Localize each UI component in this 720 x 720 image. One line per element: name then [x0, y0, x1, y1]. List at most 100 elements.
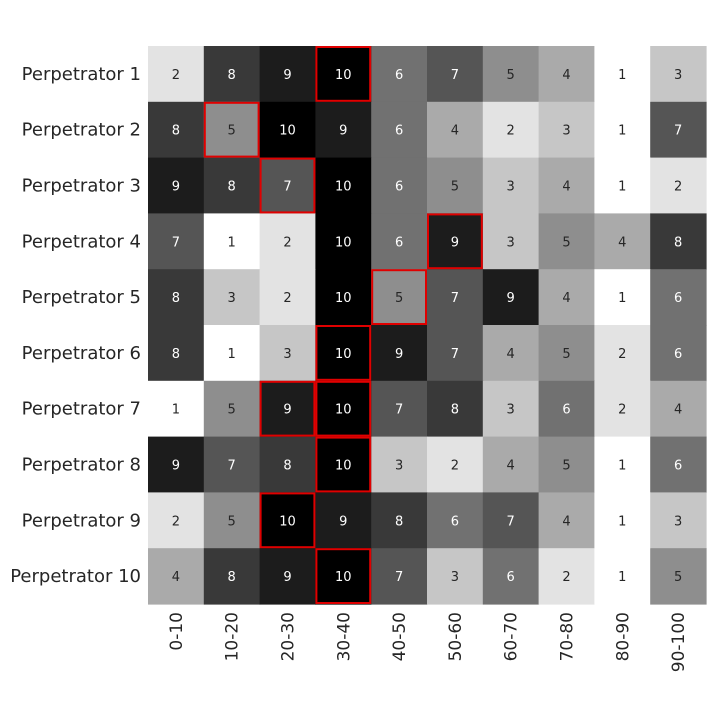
cell-value-label: 1: [172, 403, 180, 418]
cell-value-label: 6: [395, 68, 403, 83]
heatmap-cell: [315, 46, 372, 103]
heatmap-cell: [148, 548, 205, 605]
cell-value-label: 9: [507, 291, 515, 306]
cell-value-label: 4: [172, 570, 180, 585]
cell-value-label: 10: [335, 403, 352, 418]
cell-value-label: 5: [562, 347, 570, 362]
heatmap-cell: [148, 436, 205, 493]
highlight-box: [427, 213, 483, 270]
cell-value-label: 7: [451, 68, 459, 83]
cell-value-label: 2: [283, 235, 291, 250]
x-tick-label: 80-90: [613, 612, 633, 661]
cell-value-label: 9: [339, 124, 347, 139]
highlight-box: [259, 492, 316, 549]
cell-value-label: 8: [172, 291, 180, 306]
cell-value-label: 10: [335, 570, 352, 585]
cell-value-label: 2: [451, 459, 459, 474]
cell-value-label: 10: [335, 235, 352, 250]
heatmap-cell: [538, 269, 595, 326]
heatmap-cell: [315, 101, 372, 159]
heatmap-cell: [427, 213, 484, 270]
cell-value-label: 5: [674, 570, 682, 585]
heatmap-cell: [482, 548, 540, 605]
cell-value-label: 4: [562, 68, 570, 83]
cell-value-label: 2: [172, 514, 180, 529]
heatmap-cell: [594, 436, 651, 493]
heatmap-cell: [427, 380, 484, 438]
heatmap-cell: [482, 157, 540, 214]
cell-value-label: 5: [228, 403, 236, 418]
x-tick-label: 20-30: [279, 612, 299, 661]
heatmap-cell: [594, 46, 651, 103]
heatmap-cell: [259, 380, 316, 438]
cell-value-label: 8: [283, 459, 291, 474]
heatmap-cell: [259, 548, 316, 605]
y-axis-tick-labels: Perpetrator 1 Perpetrator 2 Perpetrator 3 P…: [10, 64, 141, 587]
cell-value-label: 9: [451, 235, 459, 250]
heatmap-cell: [203, 436, 261, 493]
heatmap-cell: [315, 380, 372, 438]
cell-value-label: 10: [335, 180, 352, 195]
cell-value-label: 3: [674, 68, 682, 83]
cell-value-label: 1: [618, 514, 626, 529]
cell-value-label: 4: [562, 180, 570, 195]
heatmap-cell: [371, 380, 428, 438]
cell-value-label: 4: [507, 347, 515, 362]
cell-value-label: 3: [507, 235, 515, 250]
cell-value-label: 9: [283, 68, 291, 83]
heatmap-cell: [427, 46, 484, 103]
heatmap-cell: [427, 548, 484, 605]
cell-value-label: 3: [507, 403, 515, 418]
heatmap-cell: [650, 492, 707, 549]
heatmap-cell: [259, 157, 316, 214]
heatmap-cell: [594, 213, 651, 270]
cell-value-label: 5: [228, 514, 236, 529]
heatmap-cell: [482, 380, 540, 438]
cell-value-label: 2: [674, 180, 682, 195]
cell-value-label: 3: [228, 291, 236, 306]
cell-value-label: 9: [283, 570, 291, 585]
cell-value-label: 1: [618, 180, 626, 195]
highlight-box: [259, 157, 316, 214]
heatmap-cell: [315, 436, 372, 493]
cell-value-label: 5: [395, 291, 403, 306]
cell-value-label: 10: [279, 124, 296, 139]
x-tick-label: 60-70: [502, 612, 522, 661]
heatmap-cell: [650, 213, 707, 270]
cell-value-label: 8: [451, 403, 459, 418]
heatmap-cell: [203, 46, 261, 103]
heatmap-cell: [371, 548, 428, 605]
heatmap-cell: [371, 269, 428, 326]
cell-value-label: 7: [395, 403, 403, 418]
heatmap-cell: [538, 548, 595, 605]
cell-value-label: 6: [451, 514, 459, 529]
heatmap-cell: [650, 548, 707, 605]
heatmap-cell: [259, 213, 316, 270]
heatmap-cell: [650, 101, 707, 159]
heatmap-cell: [203, 157, 261, 214]
heatmap-cell: [650, 436, 707, 493]
cell-value-label: 6: [562, 403, 570, 418]
heatmap-cell: [259, 492, 316, 549]
cell-value-label: 2: [618, 403, 626, 418]
heatmap-cell: [482, 436, 540, 493]
heatmap-cell: [650, 269, 707, 326]
heatmap-cell: [594, 157, 651, 214]
cell-value-label: 3: [451, 570, 459, 585]
y-tick-label: Perpetrator 3: [22, 176, 141, 197]
x-tick-label: 0-10: [167, 612, 187, 651]
heatmap-cell: [203, 492, 261, 549]
y-tick-label: Perpetrator 1: [22, 64, 141, 85]
cell-value-label: 8: [674, 235, 682, 250]
cell-value-label: 4: [562, 291, 570, 306]
heatmap-cell: [482, 325, 540, 382]
y-tick-label: Perpetrator 10: [10, 566, 141, 587]
heatmap-cell: [315, 157, 372, 214]
heatmap-cell: [148, 325, 205, 382]
heatmap-cell: [538, 101, 595, 159]
cell-value-label: 5: [507, 68, 515, 83]
cell-value-label: 6: [507, 570, 515, 585]
heatmap-cell: [650, 325, 707, 382]
heatmap-cell: [148, 380, 205, 438]
heatmap-cell: [315, 213, 372, 270]
